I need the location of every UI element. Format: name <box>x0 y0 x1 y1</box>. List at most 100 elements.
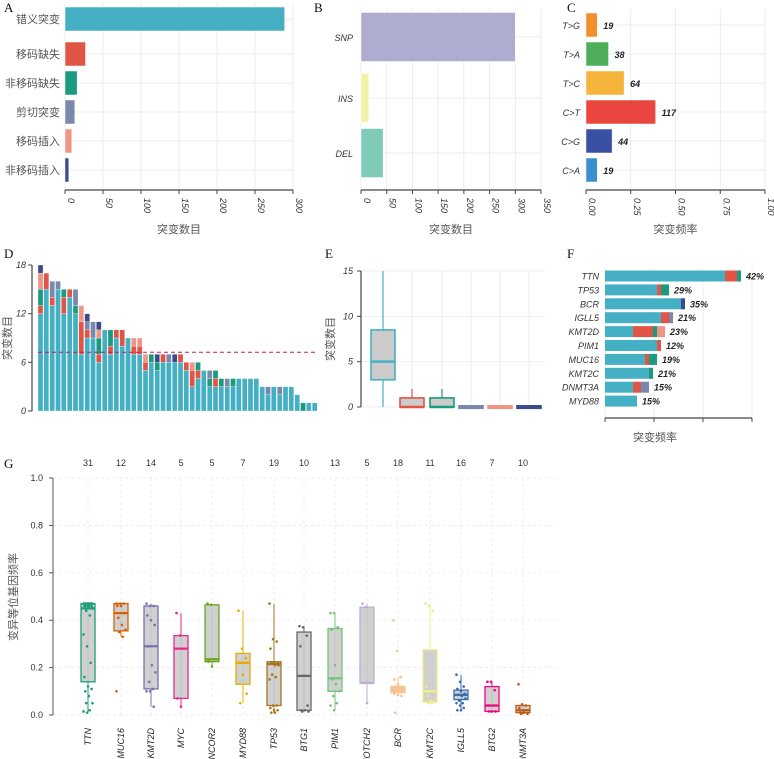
sample-bar-segment <box>49 297 55 306</box>
sample-bar-segment <box>247 378 254 412</box>
sample-count: 7 <box>489 458 494 468</box>
vaf-point <box>429 699 433 703</box>
vaf-point <box>244 656 247 660</box>
vaf-point <box>520 703 524 706</box>
sample-bar-segment <box>166 354 172 363</box>
sample-bar-segment <box>277 394 283 412</box>
vaf-point <box>428 690 432 693</box>
box <box>296 631 312 711</box>
sample-bar-segment <box>49 281 55 298</box>
box <box>399 397 425 408</box>
sample-bar-segment <box>96 362 102 412</box>
vaf-point <box>238 661 241 665</box>
sample-bar-segment <box>212 386 219 412</box>
box <box>422 649 438 703</box>
vaf-point <box>300 710 304 713</box>
sample-bar-segment <box>148 354 155 363</box>
vaf-point <box>153 623 156 627</box>
box <box>370 329 396 381</box>
vaf-point <box>276 661 279 665</box>
bar-1 <box>360 73 369 123</box>
y-tick-label: 0.4 <box>30 615 43 625</box>
sample-count: 13 <box>330 458 340 468</box>
vaf-point <box>494 710 497 713</box>
box <box>266 661 282 707</box>
gene-label: PIM1 <box>330 728 340 749</box>
sample-count: 31 <box>83 458 93 468</box>
box <box>113 602 129 632</box>
vaf-point <box>117 630 121 634</box>
sample-bar-segment <box>177 354 184 363</box>
vaf-point <box>115 602 118 605</box>
x-tick-label: 0.00 <box>587 198 597 216</box>
sample-count: 7 <box>240 458 245 468</box>
vaf-point <box>117 616 120 620</box>
x-tick-label: 0.25 <box>632 198 642 217</box>
sample-bar-segment <box>84 337 90 412</box>
x-tick-label: 0.50 <box>677 198 687 216</box>
vaf-point <box>334 682 338 686</box>
gene-label: BCR <box>580 299 600 309</box>
category-label: 非移码插入 <box>5 163 60 177</box>
vaf-point <box>145 602 148 605</box>
vaf-point <box>176 697 179 700</box>
box <box>173 634 189 700</box>
vaf-point <box>82 633 85 636</box>
vaf-point <box>175 611 178 615</box>
vaf-point <box>116 604 119 608</box>
vaf-point <box>521 708 525 712</box>
count-label: 44 <box>617 137 628 147</box>
vaf-point <box>87 694 91 698</box>
sample-bar-segment <box>189 370 195 387</box>
sample-bar-segment <box>207 370 213 379</box>
vaf-point <box>240 647 244 650</box>
y-tick-label: 12 <box>16 309 26 319</box>
vaf-point <box>154 671 157 674</box>
panel-label: F <box>567 246 574 261</box>
vaf-point <box>329 611 332 615</box>
vaf-point <box>394 685 397 688</box>
percent-label: 42% <box>745 272 764 282</box>
vaf-point <box>269 706 272 710</box>
sample-bar-segment <box>183 362 190 371</box>
gene-label: BCR <box>393 728 403 748</box>
sample-bar-segment <box>236 378 242 412</box>
vaf-point <box>276 708 279 712</box>
sample-bar-segment <box>131 345 137 355</box>
vaf-point <box>147 680 151 684</box>
vaf-point <box>396 693 400 697</box>
gene-bar-segment <box>605 298 681 310</box>
sample-bar-segment <box>195 370 201 379</box>
bar-0 <box>360 12 516 62</box>
sample-bar-segment <box>183 370 190 412</box>
vaf-point <box>392 690 395 693</box>
vaf-point <box>332 611 336 615</box>
x-tick-label: 150 <box>439 198 449 213</box>
sample-bar-segment <box>72 305 79 314</box>
sample-count: 11 <box>425 458 434 468</box>
category-label: INS <box>338 94 353 104</box>
vaf-point <box>458 680 462 684</box>
gene-bar-segment <box>605 353 645 365</box>
vaf-point <box>207 660 210 663</box>
bar-4 <box>64 128 73 154</box>
sample-bar-segment <box>166 362 172 412</box>
gene-label: TP53 <box>577 285 599 295</box>
category-label: 移码插入 <box>16 134 60 148</box>
box <box>484 685 500 713</box>
sample-bar-segment <box>107 345 114 355</box>
vaf-point <box>84 602 87 605</box>
bar-0 <box>64 6 285 32</box>
vaf-point <box>393 678 396 681</box>
percent-label: 35% <box>690 299 708 309</box>
sample-bar-segment <box>259 386 265 412</box>
vaf-point <box>461 701 465 705</box>
percent-label: 21% <box>677 313 696 323</box>
sample-count: 5 <box>209 458 214 468</box>
bar-4 <box>585 128 613 154</box>
vaf-point <box>150 663 154 667</box>
vaf-point <box>462 706 466 710</box>
x-tick-label: 0.75 <box>721 198 731 217</box>
x-tick-label: 1.00 <box>766 198 774 216</box>
